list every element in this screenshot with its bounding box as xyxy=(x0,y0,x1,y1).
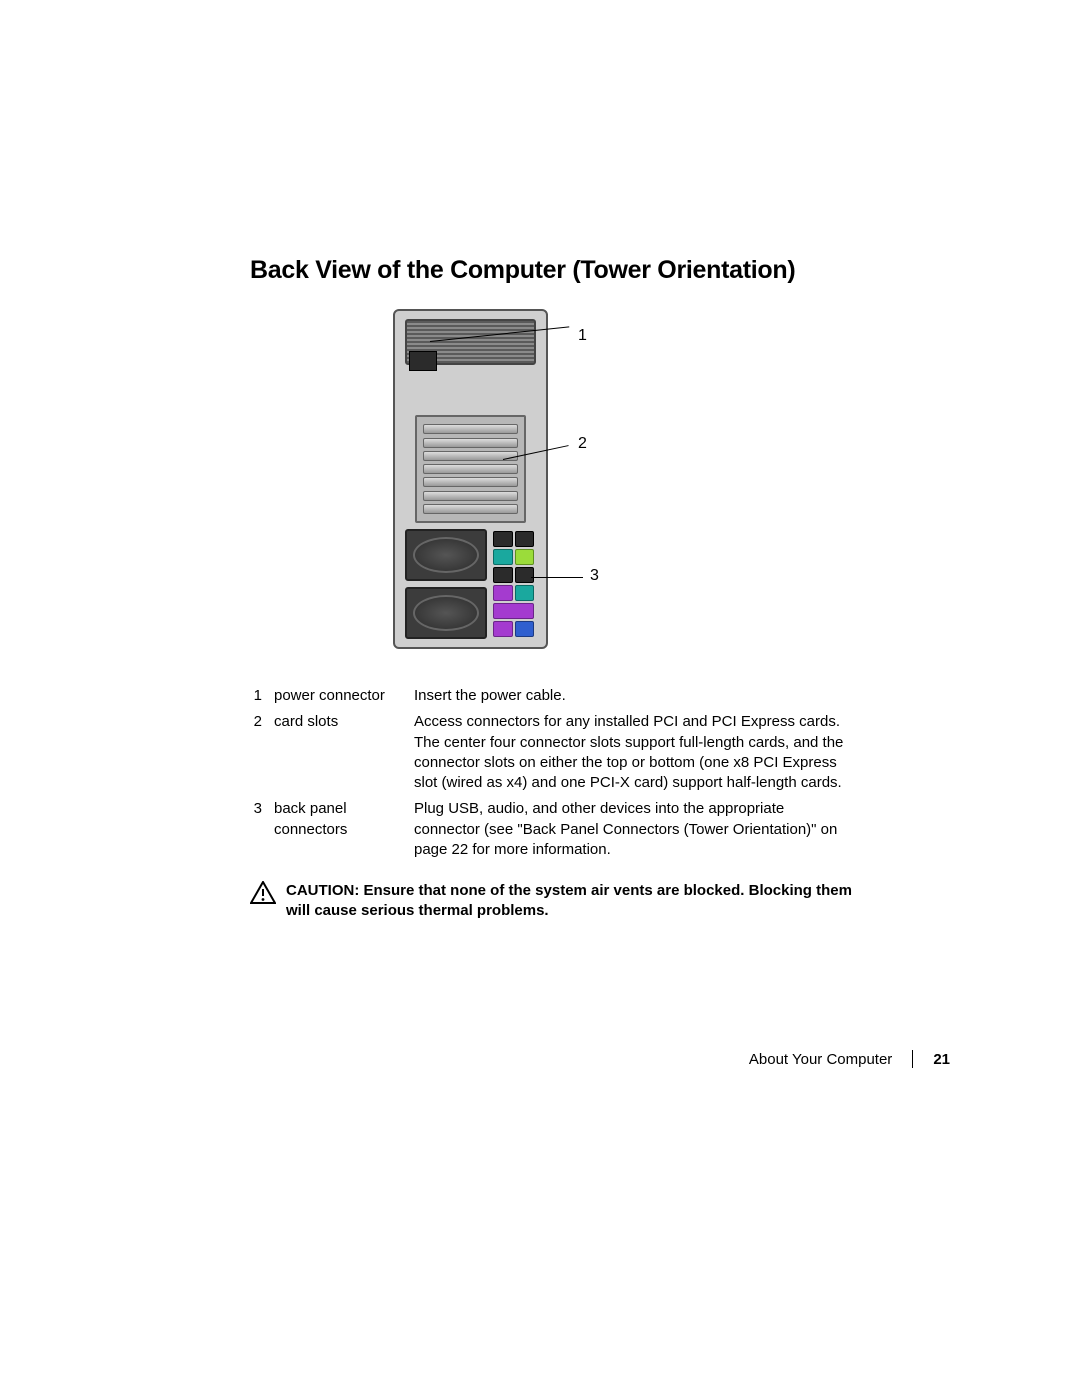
callout-num: 2 xyxy=(250,709,274,796)
callout-num: 3 xyxy=(250,796,274,863)
power-connector xyxy=(409,351,437,371)
card-slot xyxy=(423,491,518,501)
card-slot xyxy=(423,477,518,487)
callout-reference-table: 1 power connector Insert the power cable… xyxy=(250,683,860,863)
callout-label-3: 3 xyxy=(590,567,599,585)
footer-separator xyxy=(912,1050,913,1068)
footer-section: About Your Computer xyxy=(749,1051,892,1068)
computer-tower xyxy=(393,309,548,649)
caution-label: CAUTION: xyxy=(286,882,364,899)
back-view-diagram: 1 2 3 xyxy=(250,309,860,659)
card-slot xyxy=(423,504,518,514)
footer-page-number: 21 xyxy=(933,1051,950,1068)
caution-triangle-icon xyxy=(250,881,276,904)
callout-label-1: 1 xyxy=(578,327,587,345)
page-footer: About Your Computer 21 xyxy=(0,1050,1080,1068)
caution-body: Ensure that none of the system air vents… xyxy=(286,882,852,919)
table-row: 2 card slots Access connectors for any i… xyxy=(250,709,860,796)
table-row: 3 back panel connectors Plug USB, audio,… xyxy=(250,796,860,863)
callout-name: back panel connectors xyxy=(274,796,414,863)
callout-name: card slots xyxy=(274,709,414,796)
card-slot xyxy=(423,438,518,448)
fan-icon xyxy=(405,587,487,639)
card-slot xyxy=(423,424,518,434)
caution-text: CAUTION: Ensure that none of the system … xyxy=(286,881,860,922)
back-panel-connectors xyxy=(491,529,536,639)
callout-num: 1 xyxy=(250,683,274,709)
callout-desc: Plug USB, audio, and other devices into … xyxy=(414,796,860,863)
callout-label-2: 2 xyxy=(578,435,587,453)
bottom-io-zone xyxy=(405,529,536,639)
card-slot xyxy=(423,464,518,474)
fan-icon xyxy=(405,529,487,581)
leader-line xyxy=(531,577,583,578)
callout-desc: Insert the power cable. xyxy=(414,683,860,709)
table-row: 1 power connector Insert the power cable… xyxy=(250,683,860,709)
page-heading: Back View of the Computer (Tower Orienta… xyxy=(250,256,860,285)
card-slots xyxy=(415,415,526,523)
caution-notice: CAUTION: Ensure that none of the system … xyxy=(250,881,860,922)
callout-name: power connector xyxy=(274,683,414,709)
callout-desc: Access connectors for any installed PCI … xyxy=(414,709,860,796)
